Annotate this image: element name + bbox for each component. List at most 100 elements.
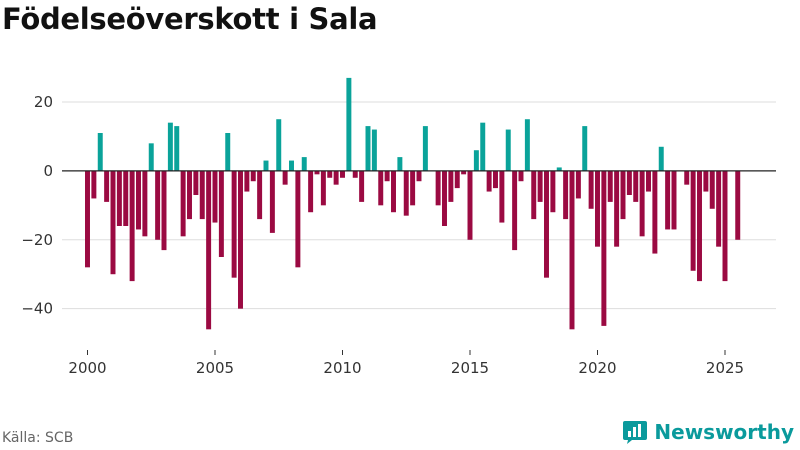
bar bbox=[505, 129, 511, 171]
y-tick-label: −40 bbox=[21, 300, 53, 318]
brand-name: Newsworthy bbox=[654, 420, 794, 444]
bar bbox=[626, 170, 632, 195]
bar bbox=[531, 170, 537, 220]
bar bbox=[493, 170, 498, 189]
bar bbox=[333, 170, 339, 185]
bars bbox=[85, 77, 741, 330]
bar bbox=[276, 119, 282, 171]
bar bbox=[690, 170, 696, 271]
y-tick-label: −20 bbox=[21, 231, 53, 249]
bar bbox=[391, 170, 396, 213]
bar bbox=[148, 143, 154, 171]
bar bbox=[110, 170, 116, 275]
bar bbox=[518, 170, 524, 182]
bar bbox=[467, 170, 473, 240]
bar bbox=[282, 170, 288, 185]
bar bbox=[212, 170, 218, 223]
bar bbox=[703, 170, 709, 192]
bar bbox=[575, 170, 581, 199]
bar bbox=[250, 170, 256, 182]
bar bbox=[684, 170, 690, 185]
bar bbox=[167, 122, 173, 171]
bar bbox=[442, 170, 447, 226]
bar bbox=[314, 170, 320, 175]
bar bbox=[512, 170, 518, 251]
bar bbox=[384, 170, 390, 182]
bar bbox=[346, 77, 352, 171]
bar bbox=[365, 126, 371, 171]
bar bbox=[722, 170, 728, 282]
bar bbox=[550, 170, 556, 213]
bar bbox=[658, 146, 664, 171]
bar bbox=[601, 170, 607, 326]
x-tick-label: 2025 bbox=[706, 359, 744, 377]
bar bbox=[709, 170, 715, 209]
bar bbox=[180, 170, 186, 237]
bar bbox=[320, 170, 326, 206]
bar bbox=[142, 170, 148, 237]
bar bbox=[639, 170, 645, 237]
bar bbox=[308, 170, 314, 213]
bar bbox=[91, 170, 97, 199]
bar bbox=[607, 170, 613, 202]
bar bbox=[257, 170, 263, 220]
bar bbox=[416, 170, 422, 182]
bar bbox=[595, 170, 600, 247]
bar bbox=[563, 170, 569, 220]
bar bbox=[473, 150, 479, 171]
brand-logo[interactable]: Newsworthy bbox=[622, 419, 794, 445]
bar bbox=[327, 170, 333, 178]
bar bbox=[735, 170, 741, 240]
bar bbox=[187, 170, 192, 220]
bar bbox=[231, 170, 237, 278]
bar bbox=[588, 170, 594, 209]
bar bbox=[352, 170, 358, 178]
newsworthy-logo-icon bbox=[623, 421, 648, 444]
bar bbox=[371, 129, 377, 171]
x-tick-label: 2015 bbox=[451, 359, 489, 377]
bar bbox=[537, 170, 543, 202]
bar bbox=[123, 170, 129, 226]
bar bbox=[263, 160, 269, 171]
bar bbox=[480, 122, 486, 171]
bar bbox=[422, 126, 428, 171]
bar bbox=[435, 170, 441, 206]
bar bbox=[646, 170, 651, 192]
bar bbox=[359, 170, 365, 202]
bar bbox=[620, 170, 626, 220]
bar bbox=[556, 167, 562, 171]
bar bbox=[665, 170, 671, 230]
bar bbox=[199, 170, 205, 220]
bar bbox=[295, 170, 301, 268]
bar bbox=[193, 170, 199, 195]
bar bbox=[155, 170, 161, 240]
bar bbox=[486, 170, 492, 192]
bar bbox=[116, 170, 122, 226]
axes: 20 0 −20 −40 2000 2005 2010 2015 2020 2025 bbox=[21, 93, 776, 377]
bar bbox=[225, 133, 231, 171]
bar bbox=[652, 170, 658, 254]
bar bbox=[161, 170, 167, 251]
bar bbox=[614, 170, 620, 247]
bar bbox=[461, 170, 467, 175]
bar bbox=[206, 170, 212, 330]
bar bbox=[129, 170, 135, 282]
bar bbox=[633, 170, 639, 202]
bar bbox=[218, 170, 224, 257]
source-note: Källa: SCB bbox=[2, 430, 74, 446]
x-tick-label: 2005 bbox=[196, 359, 234, 377]
bar bbox=[174, 126, 180, 171]
bar bbox=[671, 170, 677, 230]
bar bbox=[238, 170, 243, 309]
bar bbox=[97, 133, 103, 171]
bar bbox=[410, 170, 416, 206]
bar bbox=[582, 126, 588, 171]
x-tick-label: 2010 bbox=[323, 359, 361, 377]
bar bbox=[244, 170, 250, 192]
chart-title: Födelseöverskott i Sala bbox=[2, 2, 378, 36]
bar bbox=[397, 157, 403, 171]
bar bbox=[340, 170, 345, 178]
bar bbox=[569, 170, 575, 330]
bar bbox=[403, 170, 409, 216]
